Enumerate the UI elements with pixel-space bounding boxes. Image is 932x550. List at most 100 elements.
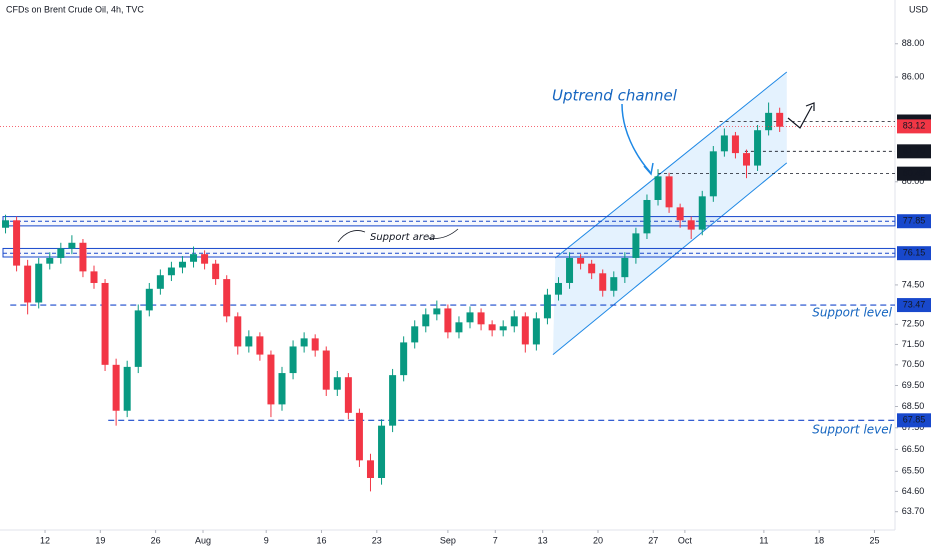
candle-body — [212, 263, 220, 280]
candle-body — [112, 364, 120, 411]
candle-body — [389, 375, 397, 426]
chart-title: CFDs on Brent Crude Oil, 4h, TVC — [6, 4, 144, 14]
area-arrow-right — [427, 228, 459, 239]
candle-body — [488, 324, 496, 331]
level-label-box — [897, 298, 931, 313]
level-label-box — [897, 214, 931, 229]
candle-body — [621, 257, 629, 278]
currency: USD — [909, 4, 929, 14]
candle-body — [68, 242, 76, 249]
candle-body — [167, 267, 175, 276]
candle-body — [433, 308, 441, 315]
channel-lower — [552, 162, 788, 355]
x-tick-label: 25 — [869, 535, 879, 545]
candle-body — [256, 336, 264, 355]
candle-body — [411, 326, 419, 343]
candle-body — [532, 318, 540, 345]
candle-body — [201, 254, 209, 264]
candle-body — [444, 308, 452, 333]
candle-body — [698, 196, 706, 230]
candle-body — [709, 151, 717, 197]
candle-body — [643, 199, 651, 234]
projection-arrow — [787, 102, 815, 129]
x-tick-label: 9 — [264, 535, 269, 545]
candle-body — [134, 310, 142, 367]
candle-body — [90, 271, 98, 283]
candle-body — [322, 350, 330, 390]
candle-body — [577, 257, 585, 264]
y-tick-label: 70.50 — [902, 359, 925, 369]
level-label-box — [897, 144, 931, 159]
candle-body — [654, 176, 662, 200]
candle-body — [333, 377, 341, 390]
level-label: 73.47 — [903, 299, 926, 309]
level-label: 81.70 — [903, 146, 926, 156]
candle-body — [742, 153, 750, 166]
candle-body — [190, 254, 198, 262]
level-label: 76.15 — [903, 248, 926, 258]
candle-body — [289, 346, 297, 374]
x-tick-label: 16 — [316, 535, 326, 545]
level-label: 67.85 — [903, 415, 926, 425]
y-tick-label: 64.60 — [902, 486, 925, 496]
candle-body — [731, 135, 739, 154]
channel-arrow — [621, 103, 651, 173]
y-tick-label: 86.00 — [902, 71, 925, 81]
candle-body — [610, 277, 618, 291]
x-tick-label: 12 — [40, 535, 50, 545]
candle-body — [665, 176, 673, 208]
candle-body — [754, 130, 762, 166]
x-tick-label: Oct — [678, 535, 693, 545]
channel-arrow-head — [643, 162, 654, 176]
level-label-box — [897, 246, 931, 261]
candle-body — [245, 336, 253, 347]
candle-body — [101, 282, 109, 365]
candle-body — [566, 257, 574, 283]
candle-body — [123, 366, 131, 411]
candle-body — [46, 257, 54, 264]
candle-body — [510, 316, 518, 327]
x-tick-label: 13 — [538, 535, 548, 545]
candle-body — [178, 261, 186, 268]
candle-body — [311, 338, 319, 351]
y-tick-label: 68.50 — [902, 401, 925, 411]
candle-body — [300, 338, 308, 347]
level-label: 80.45 — [903, 168, 926, 178]
current-price-box — [897, 119, 931, 134]
candle-body — [599, 273, 607, 291]
candle-body — [355, 412, 363, 461]
x-tick-label: 20 — [593, 535, 603, 545]
candle-body — [676, 207, 684, 221]
area-arrow-left — [337, 230, 366, 243]
candle-body — [477, 312, 485, 325]
level-label-box — [897, 413, 931, 428]
level-label-box — [897, 166, 931, 181]
channel-note: Uptrend channel — [552, 87, 678, 105]
y-tick-label: 80.00 — [902, 176, 925, 186]
x-tick-label: 7 — [493, 535, 498, 545]
candle-body — [554, 282, 562, 295]
current-price-label: 83.12 — [903, 121, 926, 131]
y-tick-label: 63.70 — [902, 506, 925, 516]
x-tick-label: Sep — [440, 535, 456, 545]
candle-body — [422, 314, 430, 327]
candle-body — [35, 263, 43, 303]
area-note: Support area — [370, 232, 435, 243]
plot — [0, 71, 896, 492]
candle-body — [455, 322, 463, 333]
y-tick-label: 74.50 — [902, 279, 925, 289]
candle-body — [278, 373, 286, 405]
candle-body — [687, 220, 695, 230]
x-tick-label: Aug — [195, 535, 211, 545]
level-label: 77.85 — [903, 216, 926, 226]
candle-body — [366, 460, 374, 478]
y-tick-label: 88.00 — [902, 38, 925, 48]
y-tick-label: 71.50 — [902, 339, 925, 349]
channel-upper — [555, 71, 788, 259]
x-tick-label: 27 — [648, 535, 658, 545]
candle-body — [156, 275, 164, 289]
candle-body — [267, 354, 275, 405]
candle-body — [2, 220, 10, 228]
